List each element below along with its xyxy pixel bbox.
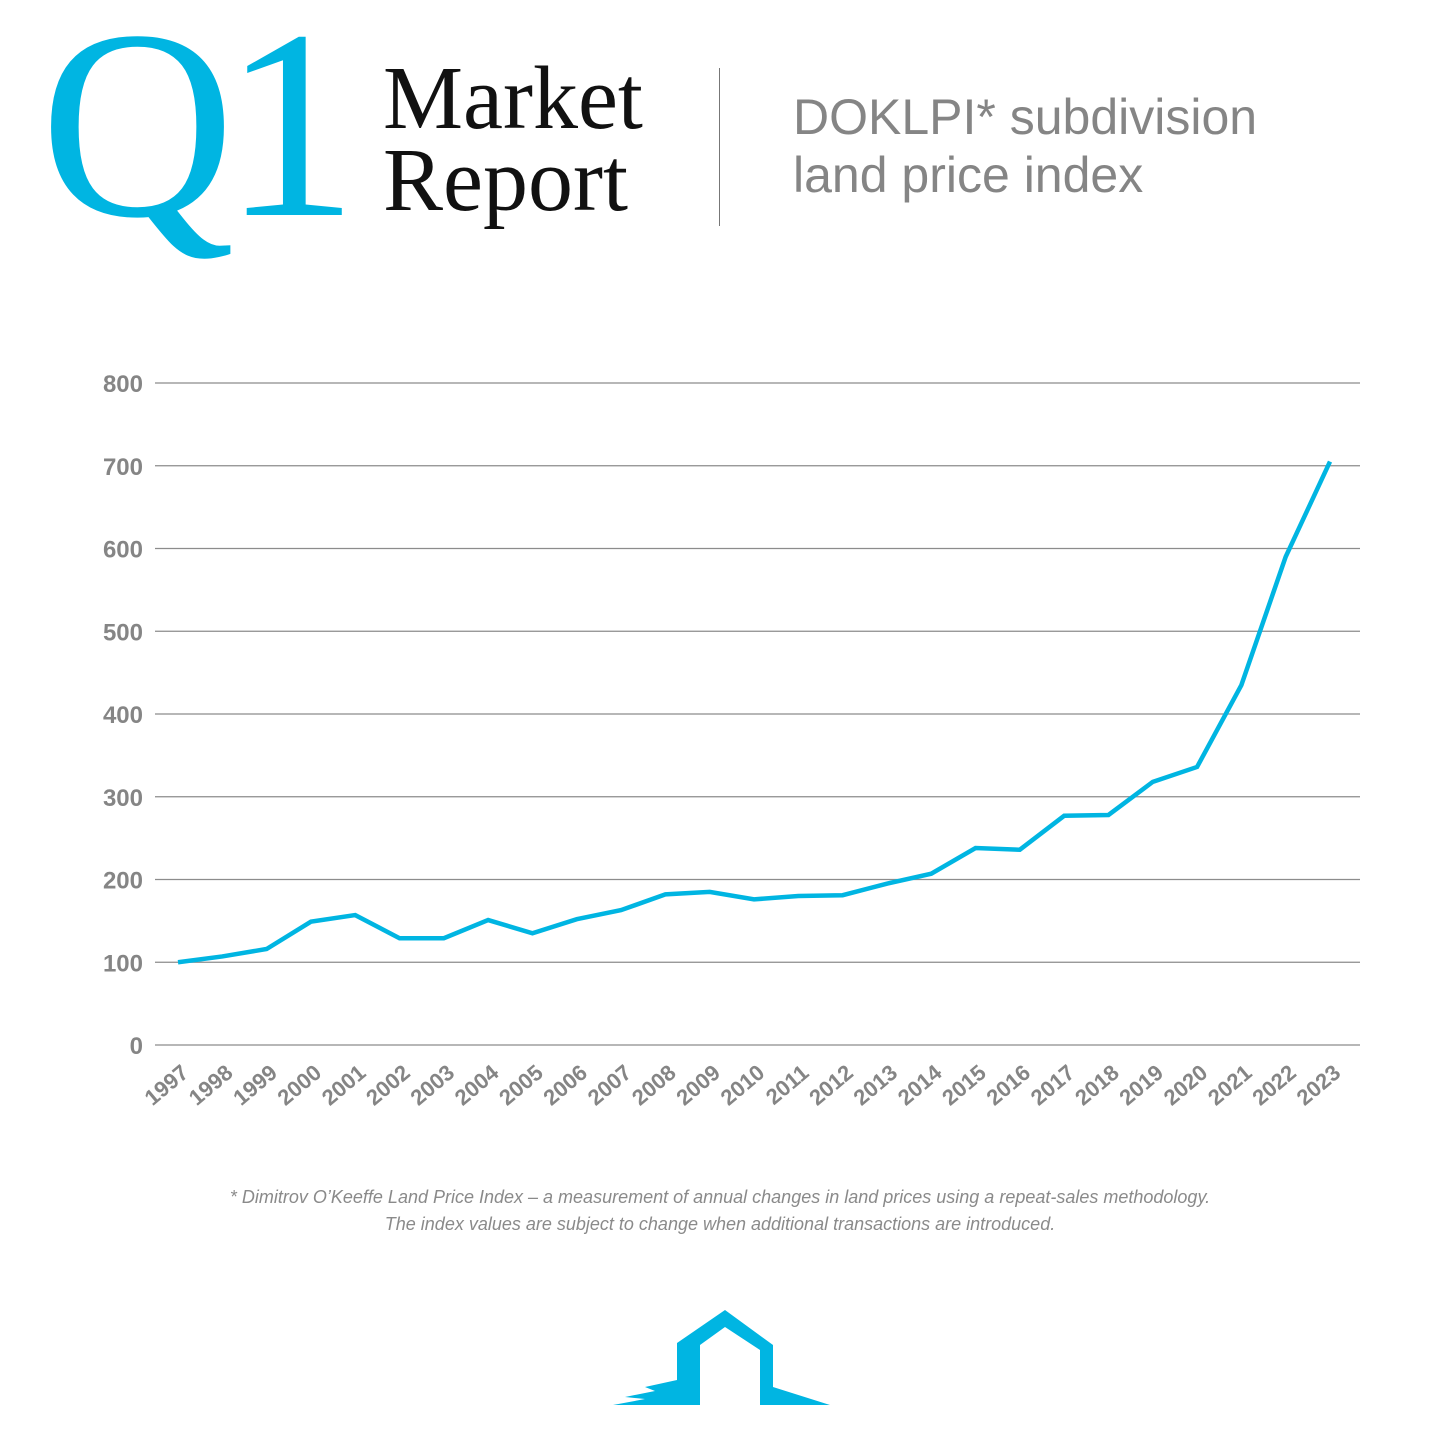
x-tick-label: 2006 — [538, 1060, 592, 1111]
x-tick-label: 2012 — [804, 1060, 858, 1111]
title-line-1: Market — [383, 49, 643, 148]
x-tick-label: 2021 — [1203, 1060, 1257, 1111]
y-tick-label: 200 — [103, 868, 143, 895]
x-tick-label: 2000 — [273, 1060, 327, 1111]
y-tick-label: 0 — [130, 1033, 143, 1060]
x-tick-label: 1997 — [140, 1060, 194, 1111]
y-tick-label: 400 — [103, 702, 143, 729]
x-tick-label: 2008 — [627, 1060, 681, 1111]
x-tick-label: 2009 — [671, 1060, 725, 1111]
header-divider — [719, 68, 720, 226]
x-tick-label: 2014 — [893, 1059, 947, 1110]
quarter-label: Q1 — [40, 0, 358, 274]
y-tick-label: 800 — [103, 371, 143, 398]
y-tick-label: 500 — [103, 619, 143, 646]
subtitle-line-1: DOKLPI* subdivision — [793, 89, 1258, 145]
x-tick-label: 2002 — [361, 1060, 415, 1111]
x-tick-label: 2020 — [1159, 1060, 1213, 1111]
x-tick-label: 2007 — [583, 1060, 637, 1111]
y-tick-label: 600 — [103, 537, 143, 564]
x-tick-label: 2015 — [937, 1060, 991, 1111]
x-tick-label: 2019 — [1114, 1060, 1168, 1111]
x-tick-label: 2004 — [450, 1059, 504, 1110]
series-line — [177, 460, 1333, 965]
line-chart: 0100200300400500600700800199719981999200… — [103, 371, 1360, 1111]
x-tick-label: 2013 — [849, 1060, 903, 1111]
x-tick-label: 2017 — [1026, 1060, 1080, 1111]
y-tick-label: 300 — [103, 785, 143, 812]
footnote: * Dimitrov O’Keeffe Land Price Index – a… — [0, 1184, 1440, 1238]
x-tick-label: 2011 — [761, 1060, 814, 1110]
x-tick-label: 2022 — [1247, 1060, 1301, 1111]
y-tick-label: 100 — [103, 950, 143, 977]
x-tick-label: 1998 — [184, 1060, 238, 1111]
house-brush-icon — [613, 1310, 830, 1405]
chart-subtitle: DOKLPI* subdivision land price index — [793, 88, 1257, 204]
subtitle-line-2: land price index — [793, 147, 1144, 203]
x-tick-label: 2018 — [1070, 1060, 1124, 1111]
x-tick-label: 2010 — [716, 1060, 770, 1111]
title-line-2: Report — [383, 131, 628, 230]
x-tick-label: 2001 — [317, 1060, 371, 1111]
x-tick-label: 2003 — [405, 1060, 459, 1111]
footnote-line-2: The index values are subject to change w… — [384, 1214, 1056, 1234]
page-title: Market Report — [383, 49, 643, 230]
x-tick-label: 2023 — [1292, 1060, 1346, 1111]
footnote-line-1: * Dimitrov O’Keeffe Land Price Index – a… — [229, 1187, 1211, 1207]
x-tick-label: 2016 — [981, 1060, 1035, 1111]
x-tick-label: 2005 — [494, 1060, 548, 1111]
x-tick-label: 1999 — [228, 1060, 282, 1111]
y-tick-label: 700 — [103, 454, 143, 481]
